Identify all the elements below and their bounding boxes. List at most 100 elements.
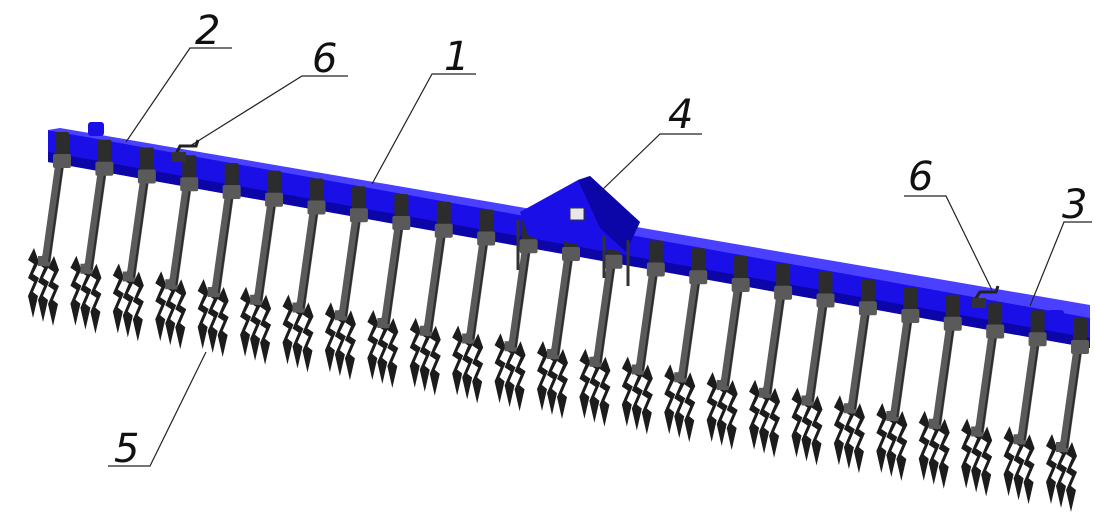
arm-clamp [986,324,1005,339]
arm-clamp [53,154,71,168]
callout-2: 2 [125,8,232,143]
tine-star [631,360,643,431]
tine-star [250,290,262,361]
tine-star [260,294,272,365]
tine-star [547,345,558,415]
arm-bracket [479,209,494,236]
arm-bracket [691,248,706,275]
lever-right-block [972,298,986,308]
callout-5: 5 [108,351,207,472]
arm-clamp [774,285,793,300]
arm-clamp [180,177,199,192]
tine-star [367,310,379,380]
arm-bracket [97,139,112,166]
tine-star [749,379,761,450]
tine-star [938,418,950,489]
tine-star [175,279,187,350]
leader-line-2 [125,47,232,143]
arm-bracket [648,240,663,267]
arm-clamp [477,231,496,246]
arm-clamp [392,216,411,230]
callout-label-6-left: 6 [312,36,337,82]
hitch-pin [569,207,585,221]
tine-star [811,395,823,466]
leader-line-1 [371,73,476,185]
arm-clamp [1071,340,1089,354]
tine-star [409,317,421,388]
tine-star [1003,426,1015,497]
tine-star [324,302,336,373]
left-end-cap [88,122,104,136]
right-end-cap [1048,310,1064,322]
arm-bracket [224,163,239,189]
arm-bracket [988,302,1003,329]
tine-star [706,372,718,442]
arm-bracket [818,271,833,298]
tine-star [514,341,526,412]
lever-right [974,285,1000,299]
tine-star [80,259,92,330]
tine-star [833,395,845,466]
lever-left-block [172,152,186,162]
callout-6-left: 6 [189,36,348,147]
tine-star [1056,438,1067,508]
tine-star [664,364,676,435]
callout-4: 4 [599,92,702,193]
tine-star [589,352,601,423]
callout-label-2: 2 [195,8,220,54]
callout-label-6-right: 6 [908,154,933,200]
arm-clamp [222,185,241,199]
leader-line-5 [108,351,207,467]
tine-star [132,271,144,342]
callout-3: 3 [1029,182,1092,307]
hitch-plate-shade [578,176,640,252]
arm-bracket [309,178,324,205]
tine-star [769,387,781,458]
arm-clamp [901,309,920,323]
arm-clamp [1028,332,1047,347]
tine-star [462,329,474,400]
tine-star [112,263,124,334]
arm-clamp [646,262,665,277]
arm-bracket [1030,310,1045,337]
tine-star [961,418,973,489]
arm-clamp [731,278,750,292]
tine-star [155,271,167,342]
arm-clamp [858,301,877,316]
arm-clamp [349,208,368,223]
tine-star [791,387,803,458]
lever-left [174,139,200,155]
tine-star [621,356,633,427]
tine-star [876,403,888,473]
tine-star [165,275,177,346]
arm-clamp [816,293,835,308]
tine-star [207,283,219,353]
tine-star [1046,434,1057,504]
tine-star [344,310,356,381]
arm-bracket [267,170,282,197]
arm-clamp [562,247,580,261]
tine-star [28,248,39,318]
tine-star [557,349,568,419]
tine-star [122,267,134,338]
arm-clamp [943,316,962,331]
tine-star [981,426,993,497]
arm-bracket [436,201,451,228]
tine-star [579,348,591,419]
leader-line-3 [1029,221,1092,307]
tine-star [48,256,59,326]
callout-label-1: 1 [444,34,469,80]
tine-star [1023,434,1035,505]
arm-clamp [95,161,114,176]
tine-star [801,391,813,462]
tine-star [302,302,314,373]
tine-star [90,263,102,334]
tine-star [429,325,441,396]
tine-star [334,306,346,377]
arm-bracket [394,194,409,220]
tine-star [918,410,930,481]
tine-star [684,372,696,443]
tine-star [282,294,294,365]
arm-clamp [689,270,708,285]
